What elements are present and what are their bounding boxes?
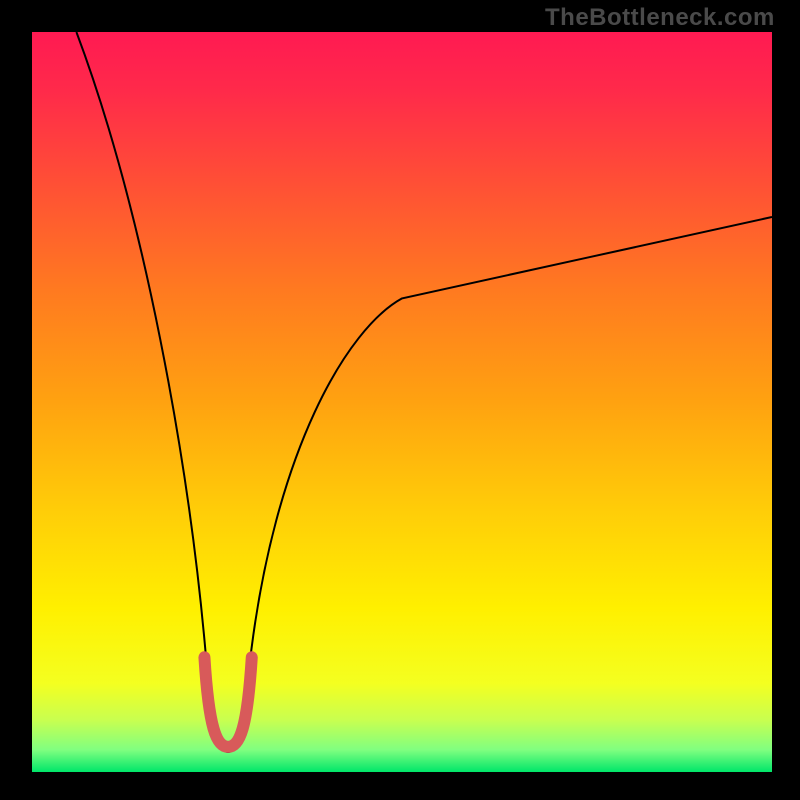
bottleneck-plot — [32, 32, 772, 772]
plot-background — [32, 32, 772, 772]
watermark-label: TheBottleneck.com — [545, 4, 775, 32]
